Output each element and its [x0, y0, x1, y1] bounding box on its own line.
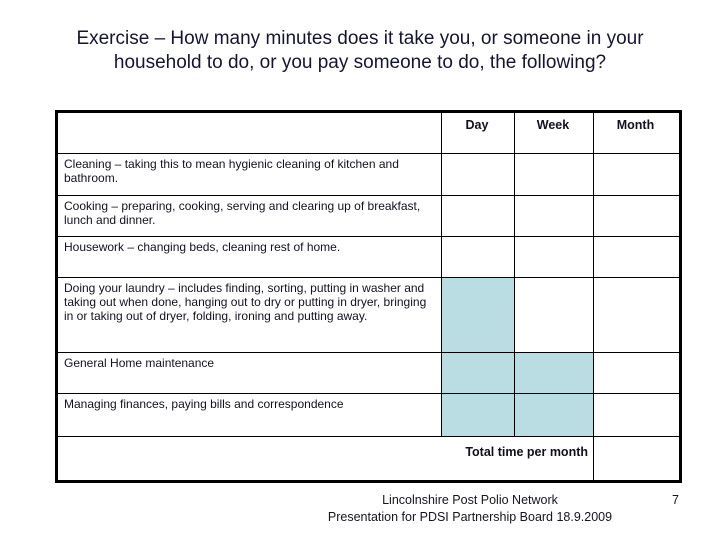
row-label-finances: Managing finances, paying bills and corr… — [56, 393, 442, 437]
cell-laundry-day — [441, 277, 515, 353]
table-row-finances: Managing finances, paying bills and corr… — [56, 393, 681, 437]
cell-cooking-week — [514, 195, 594, 237]
row-label-cooking: Cooking – preparing, cooking, serving an… — [56, 195, 442, 237]
page-number: 7 — [672, 493, 679, 507]
table-header-empty — [56, 111, 442, 154]
footer-line2: Presentation for PDSI Partnership Board … — [327, 509, 613, 524]
table-header-month: Month — [593, 111, 681, 154]
minutes-table: Day Week Month Cleaning – taking this to… — [55, 110, 682, 483]
cell-maintenance-week — [514, 352, 594, 394]
cell-cooking-month — [593, 195, 681, 237]
row-label-laundry: Doing your laundry – includes finding, s… — [56, 277, 442, 353]
cell-laundry-week — [514, 277, 594, 353]
slide-title-line2: household to do, or you pay someone to d… — [113, 52, 607, 73]
cell-finances-week — [514, 393, 594, 437]
cell-maintenance-day — [441, 352, 515, 394]
cell-cleaning-day — [441, 153, 515, 196]
table-header-row: Day Week Month — [56, 111, 681, 154]
cell-housework-day — [441, 236, 515, 278]
slide-title-line1: Exercise – How many minutes does it take… — [76, 28, 644, 49]
row-label-maintenance: General Home maintenance — [56, 352, 442, 394]
table-row-cleaning: Cleaning – taking this to mean hygienic … — [56, 153, 681, 196]
table-header-week: Week — [514, 111, 594, 154]
table-header-day: Day — [441, 111, 515, 154]
table-row-laundry: Doing your laundry – includes finding, s… — [56, 277, 681, 353]
cell-housework-week — [514, 236, 594, 278]
cell-finances-month — [593, 393, 681, 437]
table-row-total: Total time per month — [56, 436, 681, 482]
cell-maintenance-month — [593, 352, 681, 394]
cell-cooking-day — [441, 195, 515, 237]
slide-footer: Lincolnshire Post Polio Network Presenta… — [220, 492, 720, 525]
total-time-label: Total time per month — [56, 436, 594, 482]
footer-line1: Lincolnshire Post Polio Network — [382, 493, 558, 507]
cell-laundry-month — [593, 277, 681, 353]
table-row-cooking: Cooking – preparing, cooking, serving an… — [56, 195, 681, 237]
cell-cleaning-week — [514, 153, 594, 196]
cell-total-month — [593, 436, 681, 482]
table-row-housework: Housework – changing beds, cleaning rest… — [56, 236, 681, 278]
table-row-maintenance: General Home maintenance — [56, 352, 681, 394]
slide-title: Exercise – How many minutes does it take… — [0, 27, 720, 75]
cell-housework-month — [593, 236, 681, 278]
row-label-housework: Housework – changing beds, cleaning rest… — [56, 236, 442, 278]
row-label-cleaning: Cleaning – taking this to mean hygienic … — [56, 153, 442, 196]
cell-finances-day — [441, 393, 515, 437]
cell-cleaning-month — [593, 153, 681, 196]
